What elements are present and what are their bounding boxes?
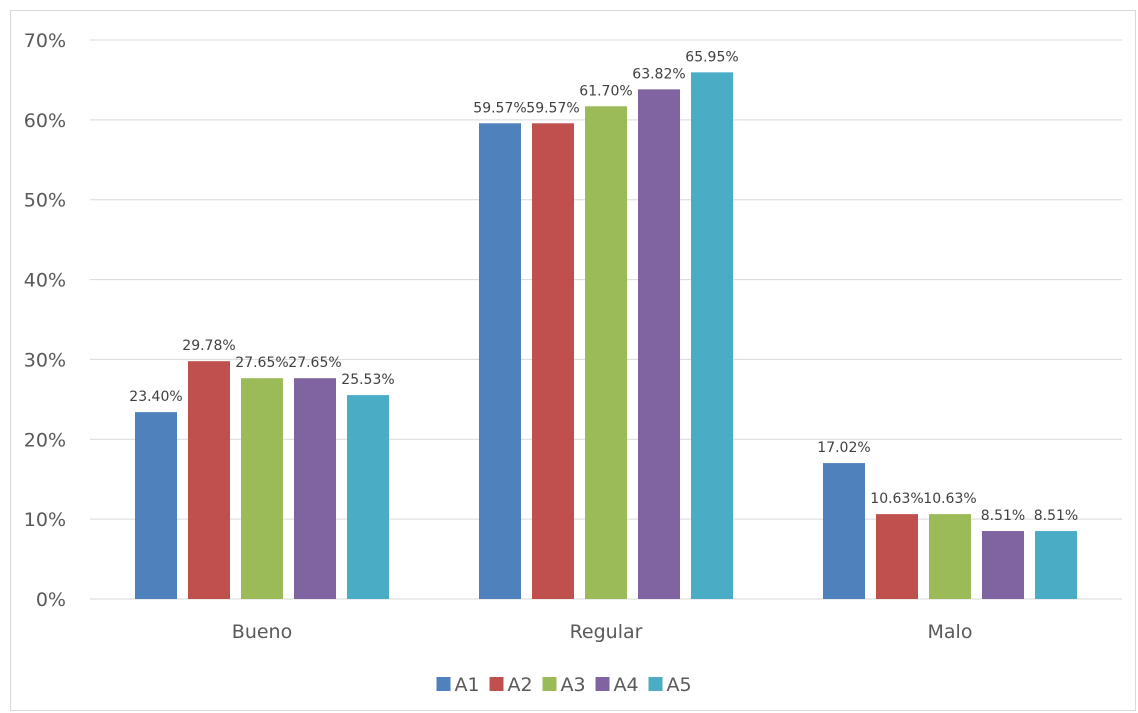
legend-swatch <box>436 677 451 691</box>
category-label: Regular <box>570 621 643 643</box>
bar-a2-malo <box>876 514 918 599</box>
bar-a5-bueno <box>347 395 389 599</box>
bars <box>135 72 1077 599</box>
data-label: 23.40% <box>129 389 182 405</box>
bar-a3-bueno <box>241 378 283 599</box>
y-tick-label: 70% <box>24 30 66 52</box>
bar-a5-malo <box>1035 531 1077 599</box>
bar-a2-regular <box>532 123 574 599</box>
data-label: 65.95% <box>685 49 738 65</box>
x-axis-categories: Bueno Regular Malo <box>232 621 973 643</box>
data-label: 25.53% <box>341 372 394 388</box>
y-tick-label: 50% <box>24 190 66 212</box>
data-label: 27.65% <box>288 355 341 371</box>
data-label: 17.02% <box>817 440 870 456</box>
data-label: 8.51% <box>1034 508 1078 524</box>
data-label: 10.63% <box>923 491 976 507</box>
legend: A1 A2 A3 A4 A5 <box>436 674 692 696</box>
legend-label: A3 <box>561 674 586 696</box>
bar-a1-regular <box>479 123 521 599</box>
data-label: 59.57% <box>473 100 526 116</box>
legend-label: A4 <box>614 674 639 696</box>
bar-a2-bueno <box>188 361 230 599</box>
data-labels: 23.40%29.78%27.65% 27.65%25.53%59.57% 59.5… <box>129 49 1078 524</box>
y-tick-label: 40% <box>24 270 66 292</box>
data-label: 61.70% <box>579 83 632 99</box>
y-tick-label: 0% <box>36 589 66 611</box>
data-label: 10.63% <box>870 491 923 507</box>
legend-swatch <box>542 677 557 691</box>
legend-label: A5 <box>667 674 692 696</box>
bar-a3-malo <box>929 514 971 599</box>
y-tick-label: 20% <box>24 429 66 451</box>
y-tick-label: 10% <box>24 509 66 531</box>
data-label: 29.78% <box>182 338 235 354</box>
category-label: Bueno <box>232 621 292 643</box>
bar-a5-regular <box>691 72 733 599</box>
legend-swatch <box>489 677 504 691</box>
data-label: 8.51% <box>981 508 1025 524</box>
bar-a4-bueno <box>294 378 336 599</box>
y-tick-label: 60% <box>24 110 66 132</box>
data-label: 63.82% <box>632 66 685 82</box>
bar-a4-regular <box>638 89 680 599</box>
legend-label: A1 <box>455 674 480 696</box>
data-label: 59.57% <box>526 100 579 116</box>
bar-a1-malo <box>823 463 865 599</box>
bar-a4-malo <box>982 531 1024 599</box>
y-axis-ticks: 0% 10% 20% 30% 40% 50% 60% 70% <box>24 30 66 611</box>
data-label: 27.65% <box>235 355 288 371</box>
bar-a3-regular <box>585 106 627 599</box>
y-tick-label: 30% <box>24 349 66 371</box>
bar-a1-bueno <box>135 412 177 599</box>
category-label: Malo <box>928 621 973 643</box>
legend-label: A2 <box>508 674 533 696</box>
legend-swatch <box>595 677 610 691</box>
legend-swatch <box>648 677 663 691</box>
